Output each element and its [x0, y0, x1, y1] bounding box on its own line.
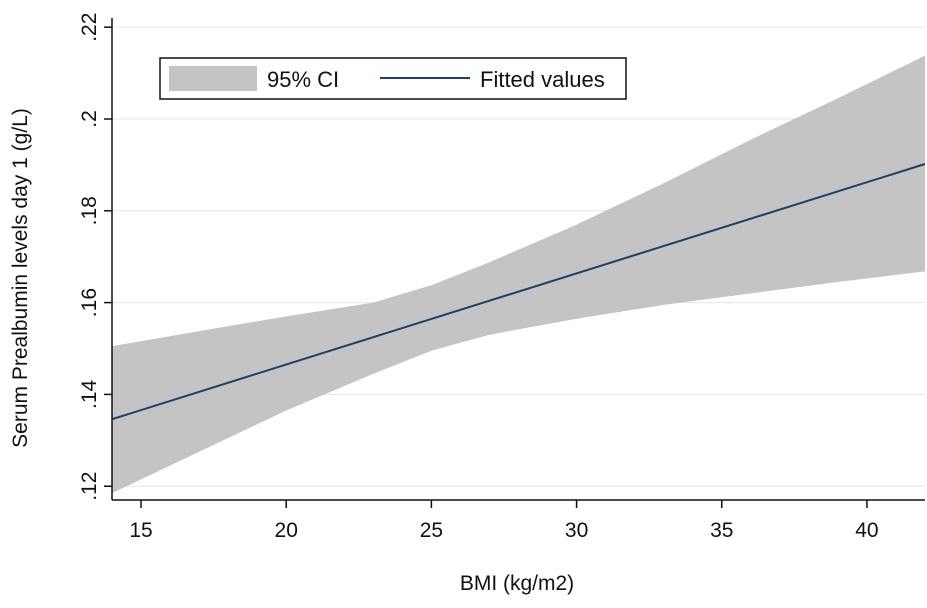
- y-tick-label-2: .16: [78, 288, 101, 317]
- axes: [111, 18, 925, 501]
- y-tick-label-1: .14: [78, 379, 101, 409]
- legend-fitted-label: Fitted values: [480, 67, 605, 92]
- y-tick-label-3: .18: [78, 196, 101, 225]
- x-tick-label-1: 20: [275, 519, 298, 542]
- ticks: .12 .14 .16 .18 .2 .22 15 20 25 30 35 40: [78, 13, 879, 542]
- x-tick-label-4: 35: [710, 519, 733, 542]
- y-tick-label-5: .22: [78, 13, 101, 42]
- legend-ci-swatch: [169, 66, 257, 91]
- y-tick-label-4: .2: [78, 110, 101, 128]
- y-tick-label-0: .12: [78, 472, 101, 501]
- x-tick-label-2: 25: [420, 519, 443, 542]
- fitted-line-layer: [111, 163, 926, 421]
- ci-band: [112, 55, 925, 494]
- x-tick-label-5: 40: [855, 519, 878, 542]
- y-axis-title: Serum Prealbumin levels day 1 (g/L): [9, 108, 32, 448]
- x-tick-label-0: 15: [129, 519, 152, 542]
- legend: 95% CI Fitted values: [159, 57, 627, 100]
- x-axis-title: BMI (kg/m2): [460, 572, 574, 595]
- x-tick-label-3: 30: [565, 519, 588, 542]
- fitted-line: [111, 163, 926, 421]
- legend-ci-label: 95% CI: [267, 67, 339, 92]
- ci-band-layer: [112, 55, 925, 494]
